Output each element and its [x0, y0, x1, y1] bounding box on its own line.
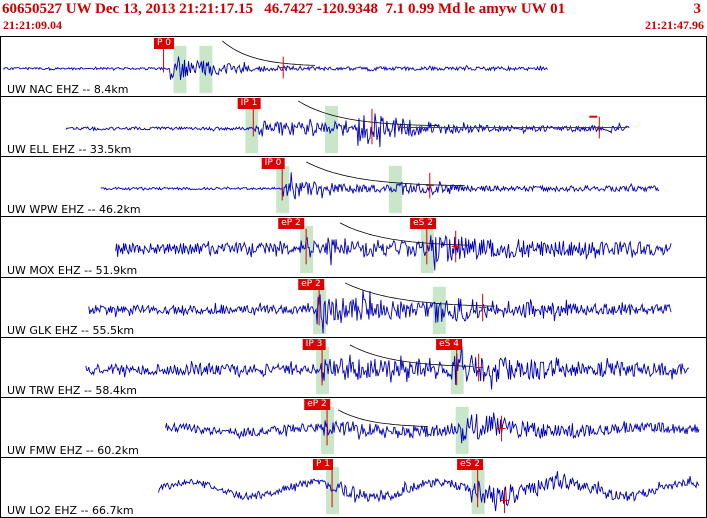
pick-flag[interactable]: IP 0	[261, 158, 285, 170]
waveform-plot[interactable]	[1, 157, 706, 216]
pick-uncertainty-band	[245, 105, 259, 154]
coda-decay-curve	[222, 40, 316, 66]
station-label: UW NAC EHZ -- 8.4km	[7, 83, 129, 97]
trace-panel[interactable]: UW ELL EHZ -- 33.5km IP 1	[1, 96, 706, 157]
coda-decay-curve	[297, 100, 439, 127]
trace-panel[interactable]: UW FMW EHZ -- 60.2km eP 2	[1, 396, 706, 457]
coda-decay-curve	[337, 409, 428, 427]
pick-flag[interactable]: P 0	[153, 38, 175, 49]
station-label: UW TRW EHZ -- 58.4km	[7, 383, 137, 397]
waveform-plot[interactable]	[1, 37, 706, 96]
waveform-plot[interactable]	[1, 398, 706, 457]
trace-panel[interactable]: UW LO2 EHZ -- 66.7km P 1 eS 2	[1, 456, 706, 517]
waveform-trace[interactable]	[85, 343, 690, 390]
pick-flag[interactable]: eS 2	[410, 218, 436, 230]
pick-flag[interactable]: P 1	[312, 458, 334, 470]
waveform-trace[interactable]	[2, 56, 548, 81]
waveform-plot[interactable]	[1, 278, 706, 337]
event-summary-text: 60650527 UW Dec 13, 2013 21:21:17.15 46.…	[2, 1, 566, 17]
waveform-trace[interactable]	[165, 412, 700, 444]
waveform-trace[interactable]	[115, 234, 672, 271]
station-label: UW MOX EHZ -- 51.9km	[7, 263, 138, 277]
pick-flag[interactable]: IP 3	[302, 338, 326, 350]
waveform-trace[interactable]	[158, 470, 700, 511]
trace-panel-stack: UW NAC EHZ -- 8.4km P 0 UW ELL EHZ -- 33…	[0, 36, 707, 518]
event-header: 60650527 UW Dec 13, 2013 21:21:17.15 46.…	[0, 0, 707, 36]
event-flag-count: 3	[693, 1, 702, 17]
station-label: UW GLK EHZ -- 55.5km	[7, 323, 135, 337]
station-label: UW WPW EHZ -- 46.2km	[7, 203, 141, 217]
trace-panel[interactable]: UW WPW EHZ -- 46.2km IP 0	[1, 156, 706, 217]
station-label: UW ELL EHZ -- 33.5km	[7, 143, 132, 157]
pick-flag[interactable]: eS 2	[457, 458, 483, 470]
waveform-plot[interactable]	[1, 338, 706, 397]
waveform-trace[interactable]	[100, 172, 660, 200]
window-start-time: 21:21:09.04	[3, 18, 62, 32]
pick-flag[interactable]: IP 1	[237, 98, 261, 110]
trace-panel[interactable]: UW TRW EHZ -- 58.4km IP 3 eS 4	[1, 336, 706, 397]
station-label: UW FMW EHZ -- 60.2km	[7, 443, 139, 457]
waveform-trace[interactable]	[65, 113, 630, 148]
trace-panel[interactable]: UW GLK EHZ -- 55.5km eP 2	[1, 276, 706, 337]
event-summary-line: 60650527 UW Dec 13, 2013 21:21:17.15 46.…	[0, 0, 707, 18]
coda-decay-curve	[305, 161, 465, 187]
window-end-time: 21:21:47.96	[645, 18, 704, 32]
time-window-line: 21:21:09.04 21:21:47.96	[0, 18, 707, 33]
trace-panel[interactable]: UW MOX EHZ -- 51.9km eP 2 eS 2	[1, 216, 706, 277]
pick-flag[interactable]: eS 4	[436, 338, 462, 350]
pick-flag[interactable]: eP 2	[298, 278, 324, 290]
station-label: UW LO2 EHZ -- 66.7km	[7, 504, 134, 517]
pick-uncertainty-band	[388, 166, 402, 214]
pick-uncertainty-band	[432, 286, 446, 334]
waveform-plot[interactable]	[1, 458, 706, 517]
pick-flag[interactable]: eP 2	[304, 398, 330, 410]
trace-panel[interactable]: UW NAC EHZ -- 8.4km P 0	[1, 36, 706, 97]
waveform-plot[interactable]	[1, 97, 706, 156]
pick-flag[interactable]: eP 2	[278, 218, 304, 230]
waveform-plot[interactable]	[1, 217, 706, 276]
waveform-trace[interactable]	[88, 289, 672, 333]
